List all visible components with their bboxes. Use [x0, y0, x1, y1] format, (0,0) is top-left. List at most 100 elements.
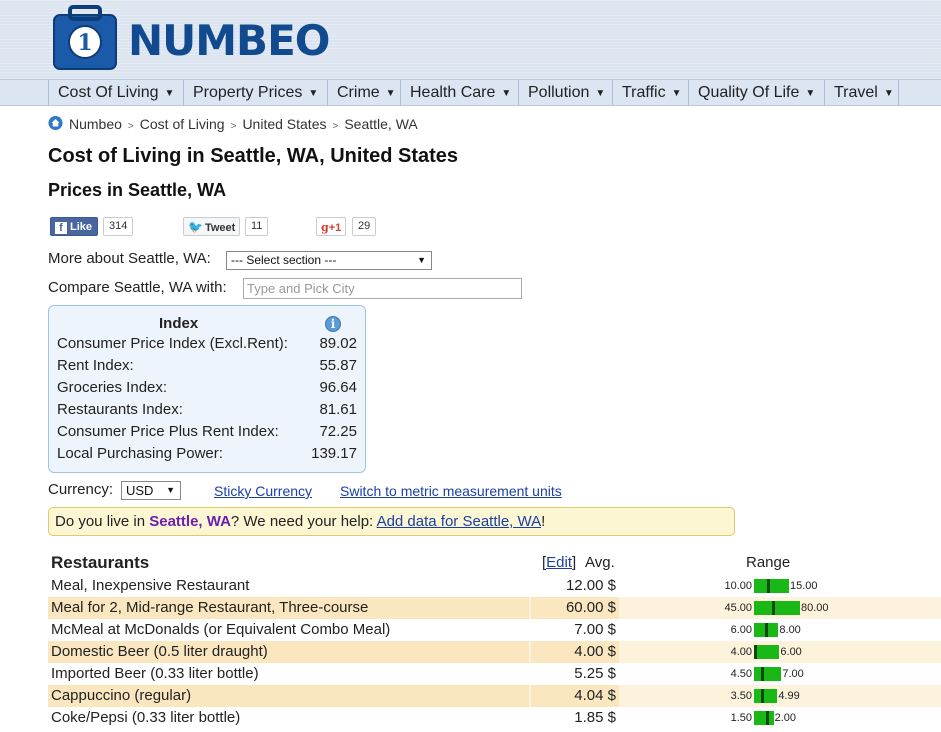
nav-property-prices[interactable]: Property Prices ▼	[183, 80, 327, 105]
range-max: 8.00	[779, 624, 801, 636]
table-row: Domestic Beer (0.5 liter draught) 4.00 $ 4…	[48, 641, 941, 663]
range-min: 1.50	[730, 712, 752, 724]
index-value: 89.02	[319, 335, 357, 352]
dropdown-arrow-icon: ▼	[417, 255, 426, 265]
help-banner: Do you live in Seattle, WA? We need your…	[48, 507, 735, 536]
table-row: Meal, Inexpensive Restaurant 12.00 $ 10.00…	[48, 575, 941, 597]
caret-down-icon: ▼	[805, 88, 816, 99]
range-bar	[754, 667, 782, 681]
range-min: 6.00	[730, 624, 752, 636]
breadcrumb-seattle[interactable]: Seattle, WA	[344, 116, 418, 132]
currency-select[interactable]: USD ▼	[121, 481, 181, 500]
nav-label: Health Care	[410, 84, 496, 101]
item-name: Cappuccino (regular)	[48, 685, 529, 707]
breadcrumb-separator: >	[127, 121, 134, 132]
breadcrumb-numbeo[interactable]: Numbeo	[69, 116, 122, 132]
item-name: McMeal at McDonalds (or Equivalent Combo…	[51, 621, 391, 638]
svg-text:1: 1	[77, 30, 92, 56]
item-name: Meal, Inexpensive Restaurant	[51, 577, 250, 594]
table-header: Restaurants [Edit] Avg. Range	[48, 550, 941, 574]
nav-divider	[898, 80, 899, 105]
caret-down-icon: ▼	[308, 88, 319, 99]
breadcrumb-separator: >	[332, 121, 339, 132]
index-row: Restaurants Index: 81.61	[57, 401, 357, 423]
table-row: Imported Beer (0.33 liter bottle) 5.25 $ 4…	[48, 663, 941, 685]
range-max: 7.00	[782, 668, 804, 680]
nav-traffic[interactable]: Traffic ▼	[612, 80, 688, 105]
site-header: 1 NUMBEO	[0, 0, 941, 79]
index-panel: Index i Consumer Price Index (Excl.Rent)…	[48, 305, 366, 473]
index-value: 96.64	[319, 379, 357, 396]
table-row: Coke/Pepsi (0.33 liter bottle) 1.85 $ 1.50…	[48, 707, 941, 729]
nav-label: Pollution	[528, 84, 590, 101]
index-value: 55.87	[319, 357, 357, 374]
currency-label: Currency:	[48, 481, 114, 498]
item-avg-price: 4.04 $	[531, 685, 619, 707]
caret-down-icon: ▼	[385, 88, 396, 99]
main-nav: Cost Of Living ▼ Property Prices ▼ Crime ▼ …	[0, 79, 941, 106]
edit-control: [Edit]	[542, 554, 577, 571]
google-plus-label: +1	[328, 222, 342, 234]
nav-crime[interactable]: Crime ▼	[327, 80, 400, 105]
breadcrumb: Numbeo > Cost of Living > United States > Seat…	[48, 116, 418, 132]
range-max: 6.00	[780, 646, 802, 658]
table-row: McMeal at McDonalds (or Equivalent Combo…	[48, 619, 941, 641]
breadcrumb-united-states[interactable]: United States	[242, 116, 327, 132]
range-avg-marker	[765, 623, 768, 637]
home-icon[interactable]	[48, 116, 63, 130]
nav-label: Travel	[834, 84, 878, 101]
google-plus-count: 29	[352, 217, 377, 236]
edit-link[interactable]: Edit	[546, 554, 573, 571]
add-data-link[interactable]: Add data for Seattle, WA	[376, 513, 542, 530]
nav-label: Property Prices	[193, 84, 303, 101]
facebook-like-label: Like	[70, 221, 93, 233]
range-column-header: Range	[746, 554, 791, 571]
item-avg-price: 7.00 $	[574, 621, 616, 638]
range-max: 2.00	[774, 712, 797, 724]
item-avg-price: 1.85 $	[574, 709, 616, 726]
google-plus-icon: g	[321, 221, 329, 234]
compare-city-input[interactable]: Type and Pick City	[243, 278, 522, 299]
tweet-button[interactable]: 🐦 Tweet	[183, 217, 240, 236]
metric-units-link[interactable]: Switch to metric measurement units	[340, 483, 562, 499]
range-avg-marker	[767, 579, 770, 593]
more-about-label: More about Seattle, WA:	[48, 250, 211, 267]
index-row: Consumer Price Index (Excl.Rent): 89.02	[57, 335, 357, 357]
section-select-value: --- Select section ---	[231, 253, 337, 267]
table-row: Meal for 2, Mid-range Restaurant, Three-…	[48, 597, 941, 619]
caret-down-icon: ▼	[883, 88, 894, 99]
range-max: 4.99	[778, 690, 800, 702]
index-row: Local Purchasing Power: 139.17	[57, 445, 357, 467]
index-value: 81.61	[319, 401, 357, 418]
nav-travel[interactable]: Travel ▼	[824, 80, 898, 105]
nav-quality-of-life[interactable]: Quality Of Life ▼	[688, 80, 824, 105]
google-plus-button[interactable]: g+1	[316, 217, 346, 236]
facebook-like-count: 314	[103, 217, 134, 236]
nav-health-care[interactable]: Health Care ▼	[400, 80, 518, 105]
breadcrumb-cost-of-living[interactable]: Cost of Living	[139, 116, 225, 132]
range-avg-marker	[772, 601, 775, 615]
nav-pollution[interactable]: Pollution ▼	[518, 80, 612, 105]
nav-cost-of-living[interactable]: Cost Of Living ▼	[48, 80, 183, 105]
currency-select-value: USD	[126, 483, 154, 498]
sticky-currency-link[interactable]: Sticky Currency	[214, 483, 313, 499]
item-name: Meal for 2, Mid-range Restaurant, Three-…	[48, 597, 529, 619]
range-min: 10.00	[724, 580, 752, 592]
page-subtitle: Prices in Seattle, WA	[48, 180, 227, 200]
item-avg-price: 5.25 $	[574, 665, 616, 682]
numbeo-logo-icon[interactable]: 1	[50, 5, 122, 73]
info-icon[interactable]: i	[325, 316, 341, 332]
index-label: Rent Index:	[57, 357, 134, 374]
index-row: Groceries Index: 96.64	[57, 379, 357, 401]
facebook-like-button[interactable]: f Like	[50, 217, 98, 236]
nav-label: Quality Of Life	[698, 84, 800, 101]
item-name: Imported Beer (0.33 liter bottle)	[51, 665, 259, 682]
facebook-icon: f	[55, 222, 67, 234]
tweet-count: 11	[245, 217, 269, 236]
table-row: Cappuccino (regular) 4.04 $ 3.50 4.99	[48, 685, 941, 707]
index-label: Local Purchasing Power:	[57, 445, 223, 462]
index-label: Restaurants Index:	[57, 401, 183, 418]
brand-name[interactable]: NUMBEO	[128, 16, 330, 65]
section-select[interactable]: --- Select section --- ▼	[226, 251, 432, 270]
category-heading: Restaurants	[51, 553, 150, 572]
